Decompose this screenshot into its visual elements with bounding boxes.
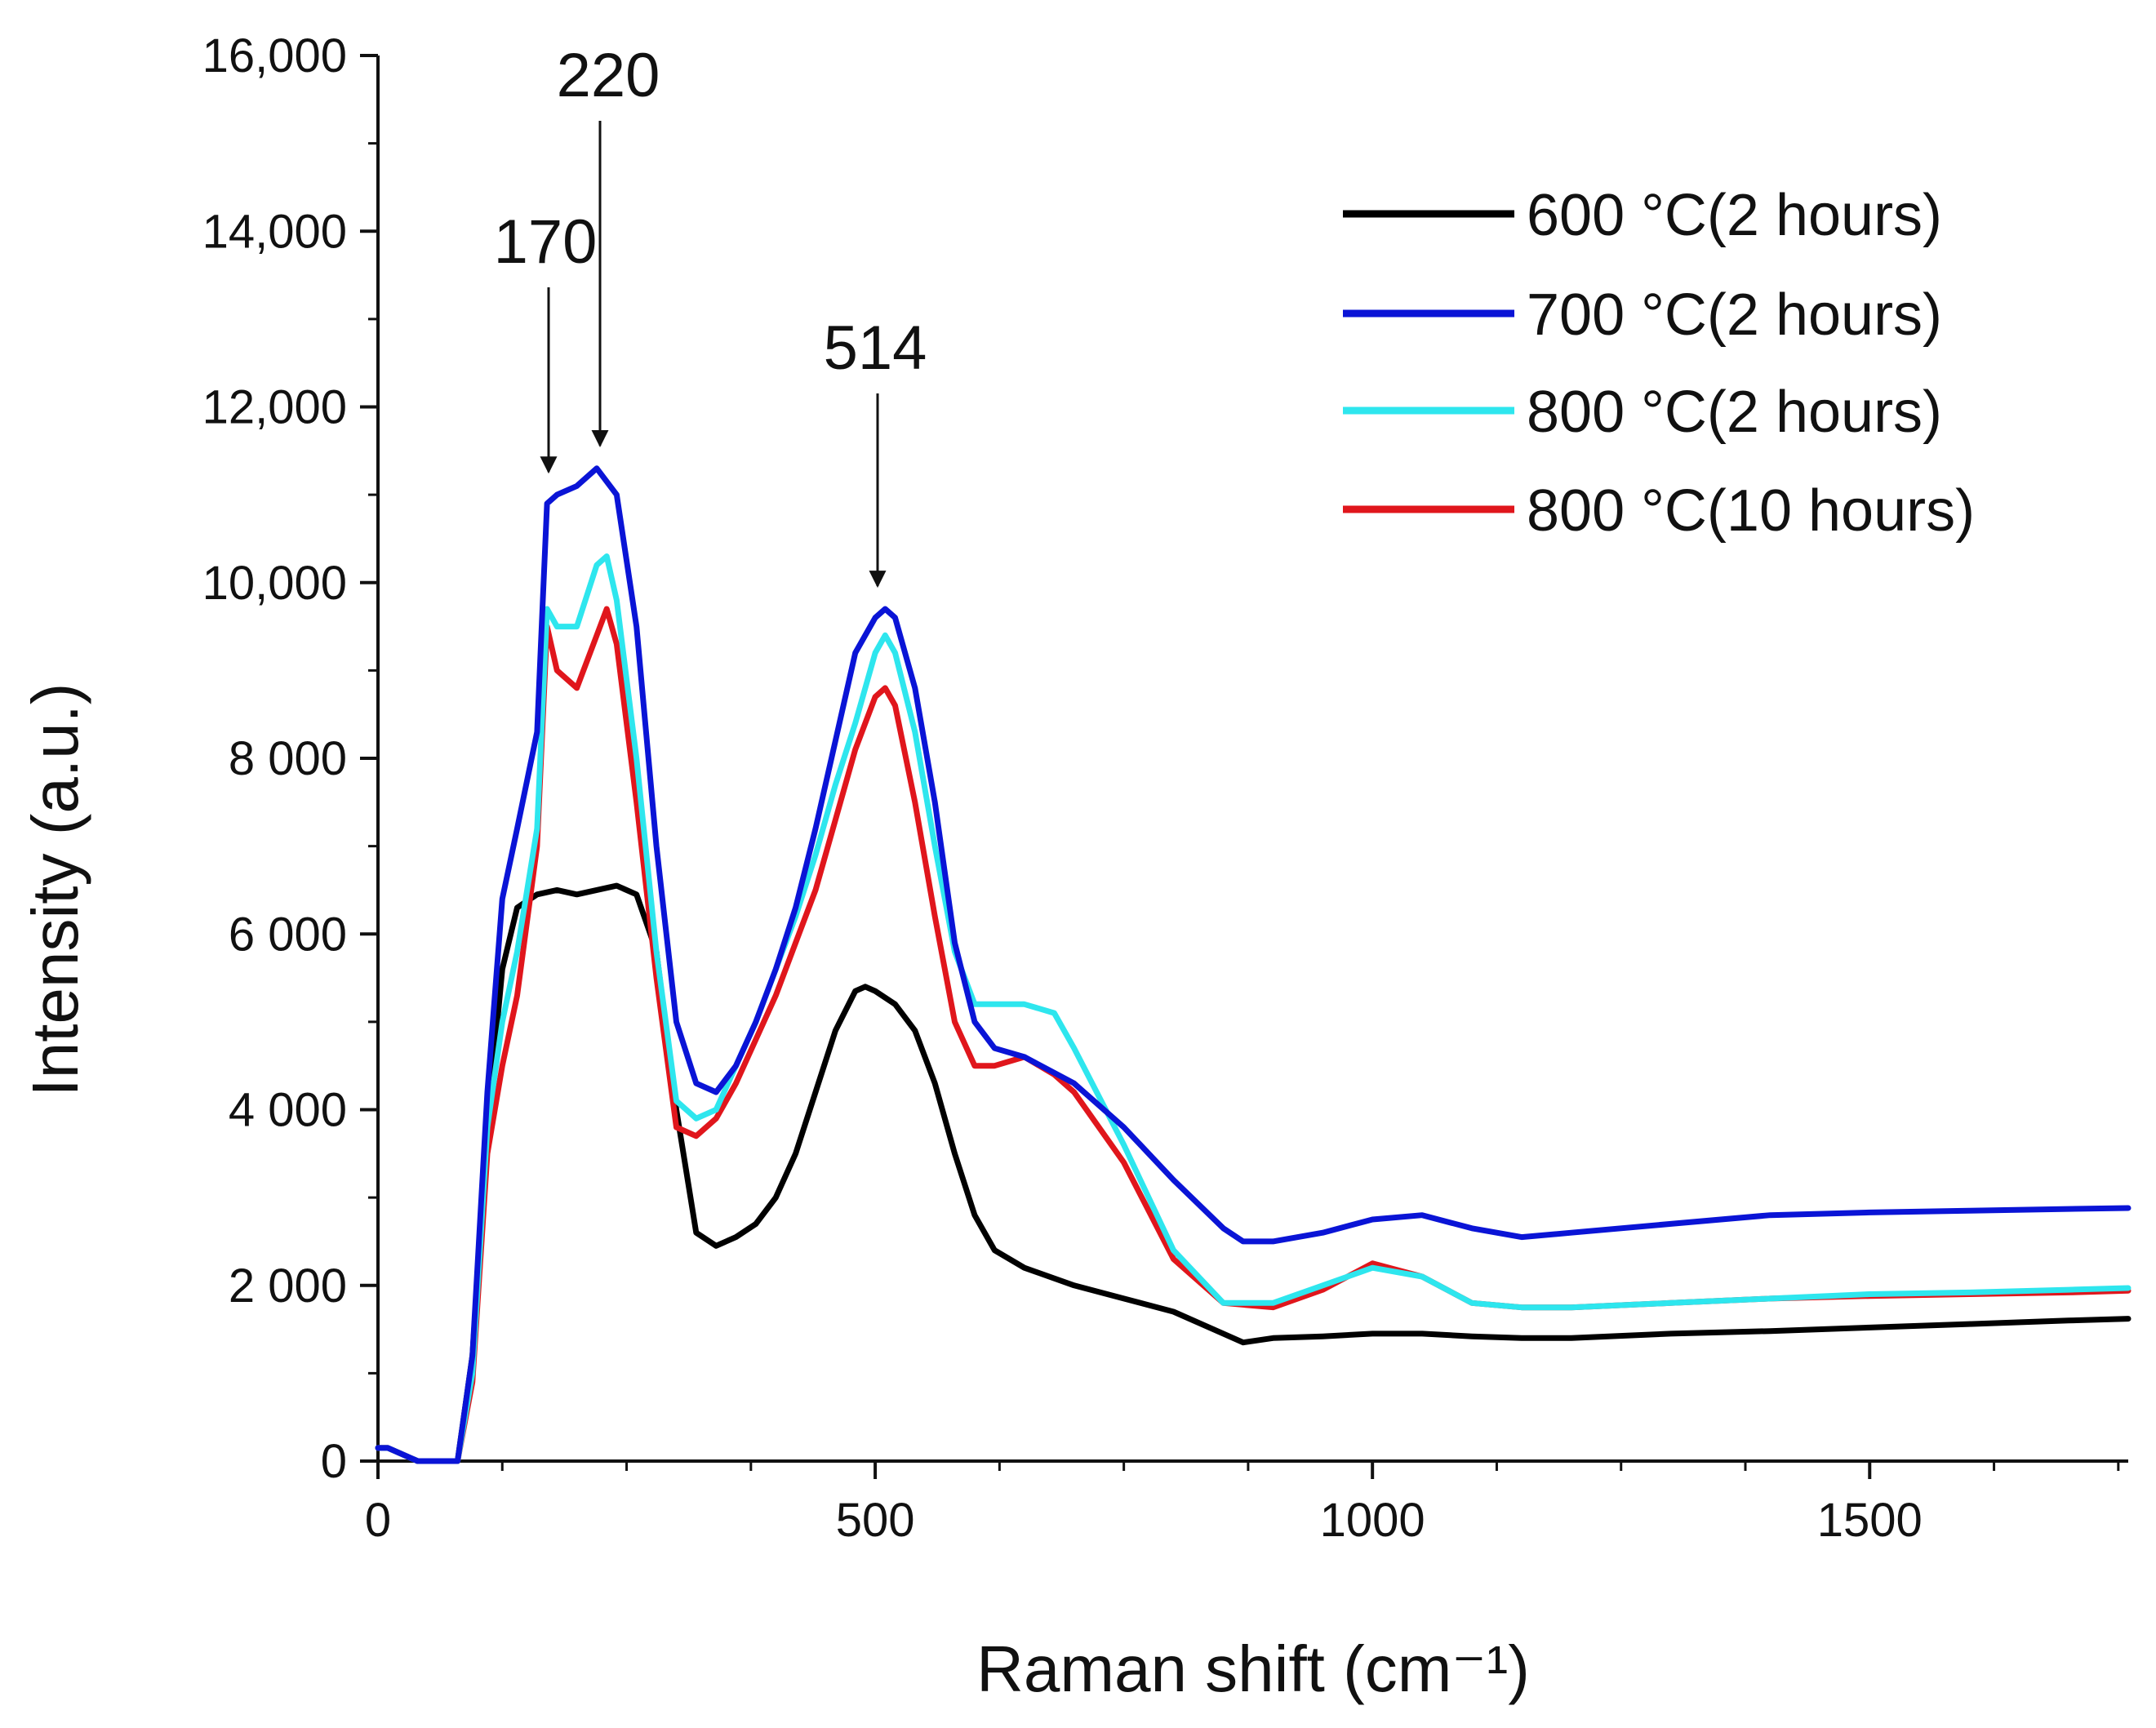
peak-label: 220 (557, 41, 660, 110)
series-line-800-10h (375, 606, 2132, 1464)
y-axis-title: Intensity (a.u.) (19, 683, 91, 1097)
y-tick-label: 12,000 (202, 381, 347, 434)
y-tick-label: 6 000 (229, 908, 347, 961)
legend-label-800-10h: 800 °C(10 hours) (1527, 478, 1975, 544)
legend-label-700-2h: 700 °C(2 hours) (1527, 282, 1942, 348)
y-tick-label: 8 000 (229, 732, 347, 785)
series-line-600-2h (375, 882, 2132, 1464)
annotation-layer: 170 220 514 (494, 41, 927, 589)
x-tick-label: 0 (365, 1494, 391, 1547)
legend-label-800-2h: 800 °C(2 hours) (1527, 380, 1942, 445)
x-tick-label: 500 (836, 1494, 915, 1547)
x-axis-title: Raman shift (cm⁻¹) (976, 1632, 1530, 1705)
y-tick-label: 4 000 (229, 1084, 347, 1137)
y-tick-label: 2 000 (229, 1259, 347, 1313)
peak-label: 170 (494, 207, 598, 277)
x-ticks: 0 500 1000 1500 (365, 1461, 2120, 1547)
legend: 600 °C(2 hours) 700 °C(2 hours) 800 °C(2… (1343, 183, 1975, 544)
y-tick-label: 16,000 (202, 29, 347, 82)
y-tick-label: 10,000 (202, 557, 347, 610)
peak-label: 514 (824, 313, 927, 383)
series-line-700-2h (375, 465, 2132, 1464)
series-layer (375, 465, 2132, 1464)
x-tick-label: 1000 (1320, 1494, 1425, 1547)
x-tick-label: 1500 (1817, 1494, 1923, 1547)
legend-label-600-2h: 600 °C(2 hours) (1527, 183, 1942, 248)
series-line-800-2h (375, 553, 2132, 1464)
y-tick-label: 14,000 (202, 205, 347, 258)
y-ticks: 0 2 000 4 000 6 000 8 000 10,000 12,000 14,000 1… (202, 29, 378, 1488)
y-tick-label: 0 (321, 1435, 347, 1488)
